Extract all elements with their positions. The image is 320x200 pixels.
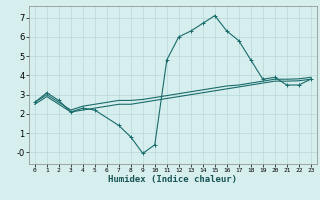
X-axis label: Humidex (Indice chaleur): Humidex (Indice chaleur)	[108, 175, 237, 184]
